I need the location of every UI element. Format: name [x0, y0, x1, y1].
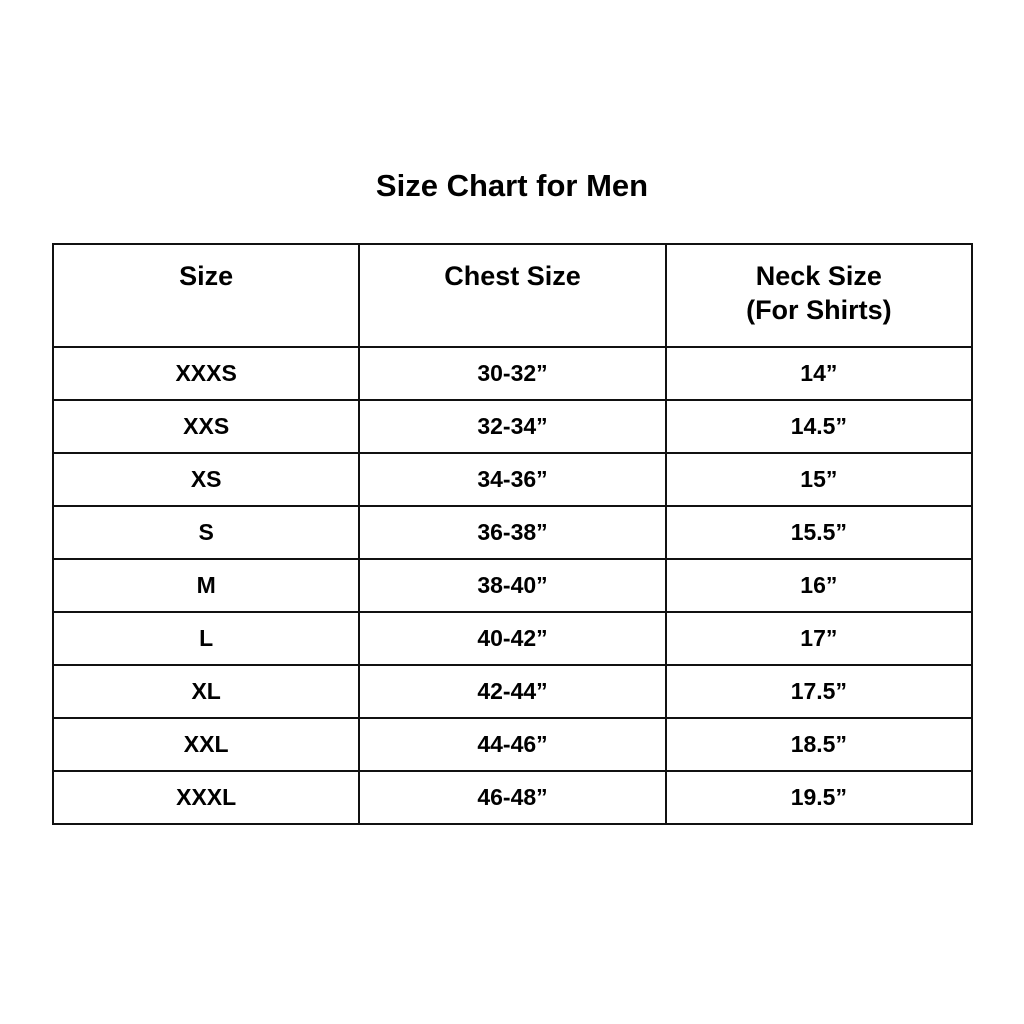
- header-row: Size Chest Size Neck Size (For Shirts): [51, 243, 974, 348]
- cell-neck-size: 15.5”: [664, 505, 974, 560]
- cell-chest-size: 44-46”: [358, 717, 667, 772]
- cell-neck-size: 16”: [664, 558, 974, 613]
- cell-chest-size: 46-48”: [358, 770, 667, 825]
- cell-chest-size: 30-32”: [358, 346, 667, 401]
- cell-chest-size: 38-40”: [358, 558, 667, 613]
- cell-neck-size: 18.5”: [664, 717, 974, 772]
- cell-chest-size: 36-38”: [358, 505, 667, 560]
- cell-neck-size: 17.5”: [664, 664, 974, 719]
- cell-chest-size: 40-42”: [358, 611, 667, 666]
- table-row: XS 34-36” 15”: [51, 452, 974, 507]
- cell-chest-size: 32-34”: [358, 399, 667, 454]
- table-row: XXL 44-46” 18.5”: [51, 717, 974, 772]
- cell-size: XXXL: [51, 770, 361, 825]
- cell-neck-size: 14.5”: [664, 399, 974, 454]
- size-chart-table: Size Chest Size Neck Size (For Shirts) X…: [51, 243, 974, 825]
- table-row: XXS 32-34” 14.5”: [51, 399, 974, 454]
- page-title: Size Chart for Men: [375, 168, 649, 203]
- cell-size: S: [51, 505, 361, 560]
- cell-size: XL: [51, 664, 361, 719]
- cell-size: M: [51, 558, 361, 613]
- table-row: L 40-42” 17”: [51, 611, 974, 666]
- cell-chest-size: 34-36”: [358, 452, 667, 507]
- cell-size: XXL: [51, 717, 361, 772]
- cell-neck-size: 17”: [664, 611, 974, 666]
- table-row: S 36-38” 15.5”: [51, 505, 974, 560]
- cell-chest-size: 42-44”: [358, 664, 667, 719]
- table-row: XL 42-44” 17.5”: [51, 664, 974, 719]
- cell-size: L: [51, 611, 361, 666]
- cell-neck-size: 19.5”: [664, 770, 974, 825]
- cell-neck-size: 15”: [664, 452, 974, 507]
- table-row: XXXS 30-32” 14”: [51, 346, 974, 401]
- header-size: Size: [51, 243, 361, 348]
- cell-neck-size: 14”: [664, 346, 974, 401]
- cell-size: XXXS: [51, 346, 361, 401]
- cell-size: XXS: [51, 399, 361, 454]
- table-row: XXXL 46-48” 19.5”: [51, 770, 974, 825]
- header-neck-size-note: (For Shirts): [746, 295, 892, 325]
- table-row: M 38-40” 16”: [51, 558, 974, 613]
- header-neck-size: Neck Size (For Shirts): [664, 243, 974, 348]
- header-chest-size: Chest Size: [358, 243, 667, 348]
- cell-size: XS: [51, 452, 361, 507]
- header-neck-size-label: Neck Size: [755, 261, 882, 291]
